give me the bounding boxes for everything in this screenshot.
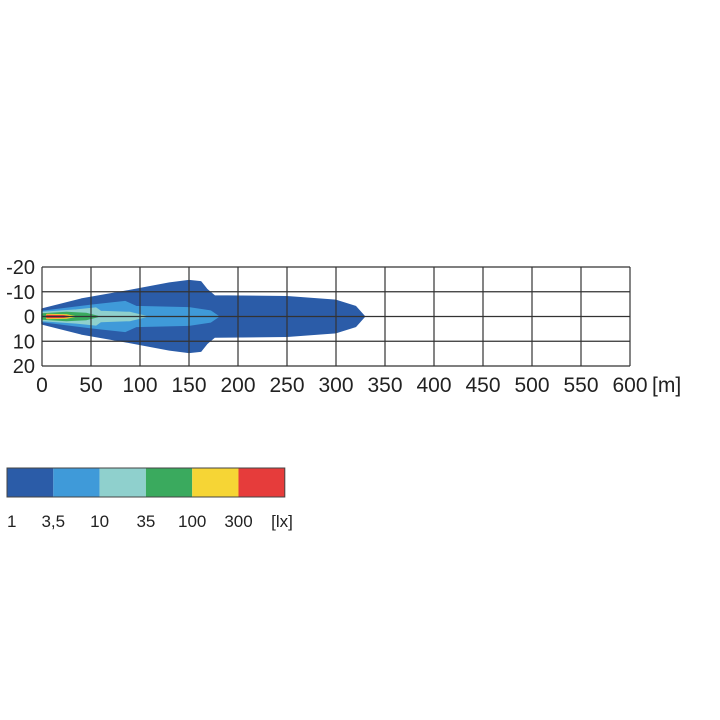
legend-border <box>6 467 286 498</box>
legend-swatch <box>53 468 100 497</box>
x-tick-label: 600 <box>612 374 647 397</box>
x-tick-label: 350 <box>367 374 402 397</box>
y-tick-label: -10 <box>6 282 35 304</box>
x-tick-label: 50 <box>79 374 102 397</box>
x-tick-label: 450 <box>465 374 500 397</box>
x-tick-label: 100 <box>122 374 157 397</box>
legend-label: 35 <box>136 512 155 531</box>
y-tick-label: -20 <box>6 257 35 279</box>
x-tick-label: 300 <box>318 374 353 397</box>
x-axis-unit: [m] <box>652 374 681 397</box>
y-tick-label: 0 <box>24 307 35 329</box>
legend-swatch <box>7 468 54 497</box>
legend-label: 1 <box>7 512 16 531</box>
x-tick-label: 150 <box>171 374 206 397</box>
legend-label: 3,5 <box>41 512 65 531</box>
legend-swatch <box>238 468 285 497</box>
x-tick-label: 400 <box>416 374 451 397</box>
y-tick-label: 10 <box>13 331 35 353</box>
legend-swatch <box>192 468 239 497</box>
x-axis-ticks: 0 50 100 150 200 250 300 350 400 450 500 550 600 <box>36 374 647 397</box>
legend-unit: [lx] <box>271 512 293 531</box>
y-tick-label: 20 <box>13 356 35 378</box>
x-tick-label: 250 <box>269 374 304 397</box>
x-tick-label: 200 <box>220 374 255 397</box>
legend-swatch <box>99 468 146 497</box>
x-tick-label: 500 <box>514 374 549 397</box>
legend-swatch <box>145 468 193 497</box>
y-axis-ticks: -20 -10 010 20 <box>6 257 35 378</box>
legend-label: 300 <box>224 512 252 531</box>
grid <box>41 266 631 367</box>
legend-label: 100 <box>178 512 206 531</box>
legend-label: 10 <box>90 512 109 531</box>
legend: 1 3,5 10 35 100 300 <box>6 467 286 531</box>
x-tick-label: 550 <box>563 374 598 397</box>
x-tick-label: 0 <box>36 374 48 397</box>
